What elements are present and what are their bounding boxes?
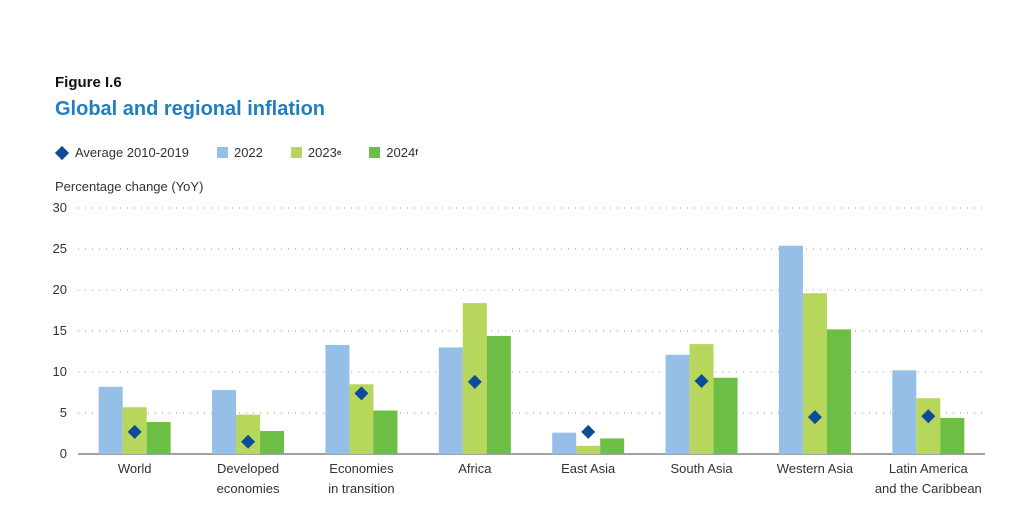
x-tick-label-line: and the Caribbean [875, 481, 982, 496]
bar-2022 [665, 354, 690, 454]
legend-label-average: Average 2010-2019 [75, 145, 189, 160]
average-marker [807, 410, 822, 425]
bar-2024f [146, 422, 171, 454]
bar-2022 [552, 432, 577, 454]
legend-item-2022: 2022 [216, 145, 263, 160]
legend-swatch-2022 [216, 147, 228, 158]
x-tick-label-line: Developed [217, 461, 279, 476]
bar-2023e [802, 293, 827, 454]
x-tick-label-line: Economies [329, 461, 394, 476]
x-tick-label-line: East Asia [561, 461, 616, 476]
average-marker [127, 424, 142, 439]
x-tick-label: Economies in transition [328, 461, 394, 496]
x-tick-label: South Asia [670, 461, 733, 476]
x-tick-label-line: Latin America [889, 461, 969, 476]
average-marker [354, 386, 369, 401]
y-axis-title: Percentage change (YoY) [55, 179, 204, 194]
legend-swatch-2023 [290, 147, 302, 158]
legend: Average 2010-2019 2022 2023 e 2024 f [54, 145, 446, 160]
average-marker [581, 424, 596, 439]
y-tick-label: 10 [53, 364, 67, 379]
bar-2023e [576, 445, 601, 454]
bar-2024f [713, 377, 738, 454]
bar-2022 [212, 390, 237, 454]
y-tick-label: 0 [60, 446, 67, 461]
average-marker [921, 409, 936, 424]
average-marker [241, 434, 256, 449]
x-tick-label-line: in transition [328, 481, 394, 496]
figure-label: Figure I.6 [55, 74, 122, 91]
bar-2024f [486, 335, 511, 454]
bar-2022 [98, 386, 123, 454]
y-tick-label: 30 [53, 200, 67, 215]
bar-2023e [689, 344, 714, 454]
legend-label-2024: 2024 [386, 145, 416, 160]
bar-2024f [373, 410, 398, 454]
average-marker [467, 374, 482, 389]
x-tick-label-line: World [118, 461, 152, 476]
legend-label-2022: 2022 [233, 145, 263, 160]
x-tick-label-line: economies [217, 481, 280, 496]
legend-sup-2024: f [415, 148, 418, 157]
x-tick-label: Western Asia [777, 461, 854, 476]
bar-2024f [826, 329, 851, 454]
bar-2022 [438, 347, 463, 454]
x-tick-label-line: Africa [458, 461, 492, 476]
bar-2024f [600, 438, 625, 454]
x-tick-label: Developed economies [217, 461, 280, 496]
x-tick-label-line: South Asia [670, 461, 733, 476]
x-tick-label: East Asia [561, 461, 616, 476]
y-tick-label: 25 [53, 241, 67, 256]
legend-item-average: Average 2010-2019 [54, 145, 189, 160]
legend-label-2023: 2023 [307, 145, 337, 160]
average-marker [694, 374, 709, 389]
x-tick-label: World [118, 461, 152, 476]
bar-2024f [260, 431, 285, 454]
legend-swatch-2024 [369, 147, 381, 158]
x-tick-label: Latin America and the Caribbean [875, 461, 982, 496]
y-tick-label: 20 [53, 282, 67, 297]
bar-2023e [916, 398, 941, 454]
bar-2024f [940, 417, 965, 454]
y-tick-label: 15 [53, 323, 67, 338]
legend-sup-2023: e [336, 148, 342, 157]
x-tick-label-line: Western Asia [777, 461, 854, 476]
legend-item-2024: 2024 f [369, 145, 418, 160]
chart-title: Global and regional inflation [55, 98, 326, 120]
y-tick-label: 5 [60, 405, 67, 420]
bar-2022 [778, 245, 803, 454]
legend-item-2023: 2023 e [290, 145, 342, 160]
x-tick-label: Africa [458, 461, 492, 476]
bar-2022 [325, 344, 350, 454]
bar-2022 [892, 370, 917, 454]
